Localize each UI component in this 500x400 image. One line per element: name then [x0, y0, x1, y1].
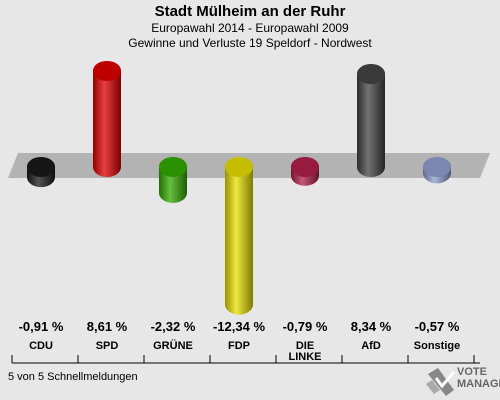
bar-fdp [225, 157, 253, 315]
bar-spd [93, 60, 122, 177]
value-label-spd: 8,61 % [87, 319, 128, 334]
bar-cdu [27, 157, 55, 188]
category-label-gr-ne: GRÜNE [153, 339, 193, 352]
value-label-sonstige: -0,57 % [415, 319, 460, 334]
value-label-die-linke: -0,79 % [283, 319, 328, 334]
value-label-afd: 8,34 % [351, 319, 392, 334]
category-label-die-linke: DIE LINKE [289, 340, 322, 363]
chart-title: Stadt Mülheim an der Ruhr [154, 3, 346, 20]
vote-manager-logo-text: VOTE MANAGER [457, 366, 500, 390]
bar-gr-ne [159, 157, 187, 203]
bar-afd [357, 64, 385, 177]
category-label-sonstige: Sonstige [414, 340, 460, 352]
status-text: 5 von 5 Schnellmeldungen [8, 371, 138, 383]
logo-line2: MANAGER [457, 378, 500, 390]
bar-die-linke [291, 157, 319, 186]
bar-sonstige [423, 157, 451, 184]
category-label-cdu: CDU [29, 340, 53, 352]
value-label-fdp: -12,34 % [213, 319, 265, 334]
value-label-cdu: -0,91 % [19, 319, 64, 334]
chart-subtitle-district: Gewinne und Verluste 19 Speldorf - Nordw… [128, 36, 372, 50]
logo-line1: VOTE [457, 366, 487, 378]
category-label-afd: AfD [361, 340, 381, 352]
value-label-gr-ne: -2,32 % [151, 319, 196, 334]
vote-manager-logo-icon [426, 368, 456, 396]
category-label-fdp: FDP [228, 340, 250, 352]
chart-header: Stadt Mülheim an der Ruhr Europawahl 201… [0, 3, 500, 51]
chart-subtitle-election: Europawahl 2014 - Europawahl 2009 [151, 21, 349, 35]
category-label-spd: SPD [96, 340, 119, 352]
